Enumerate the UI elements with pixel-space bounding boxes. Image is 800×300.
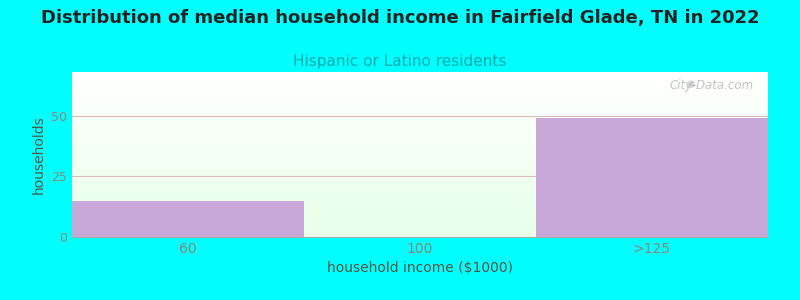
X-axis label: household income ($1000): household income ($1000): [327, 261, 513, 275]
Text: ●: ●: [686, 79, 695, 88]
Y-axis label: households: households: [31, 115, 46, 194]
Bar: [536, 118, 768, 237]
Text: City-Data.com: City-Data.com: [670, 79, 754, 92]
Bar: [72, 201, 304, 237]
Text: Distribution of median household income in Fairfield Glade, TN in 2022: Distribution of median household income …: [41, 9, 759, 27]
Text: Hispanic or Latino residents: Hispanic or Latino residents: [294, 54, 506, 69]
